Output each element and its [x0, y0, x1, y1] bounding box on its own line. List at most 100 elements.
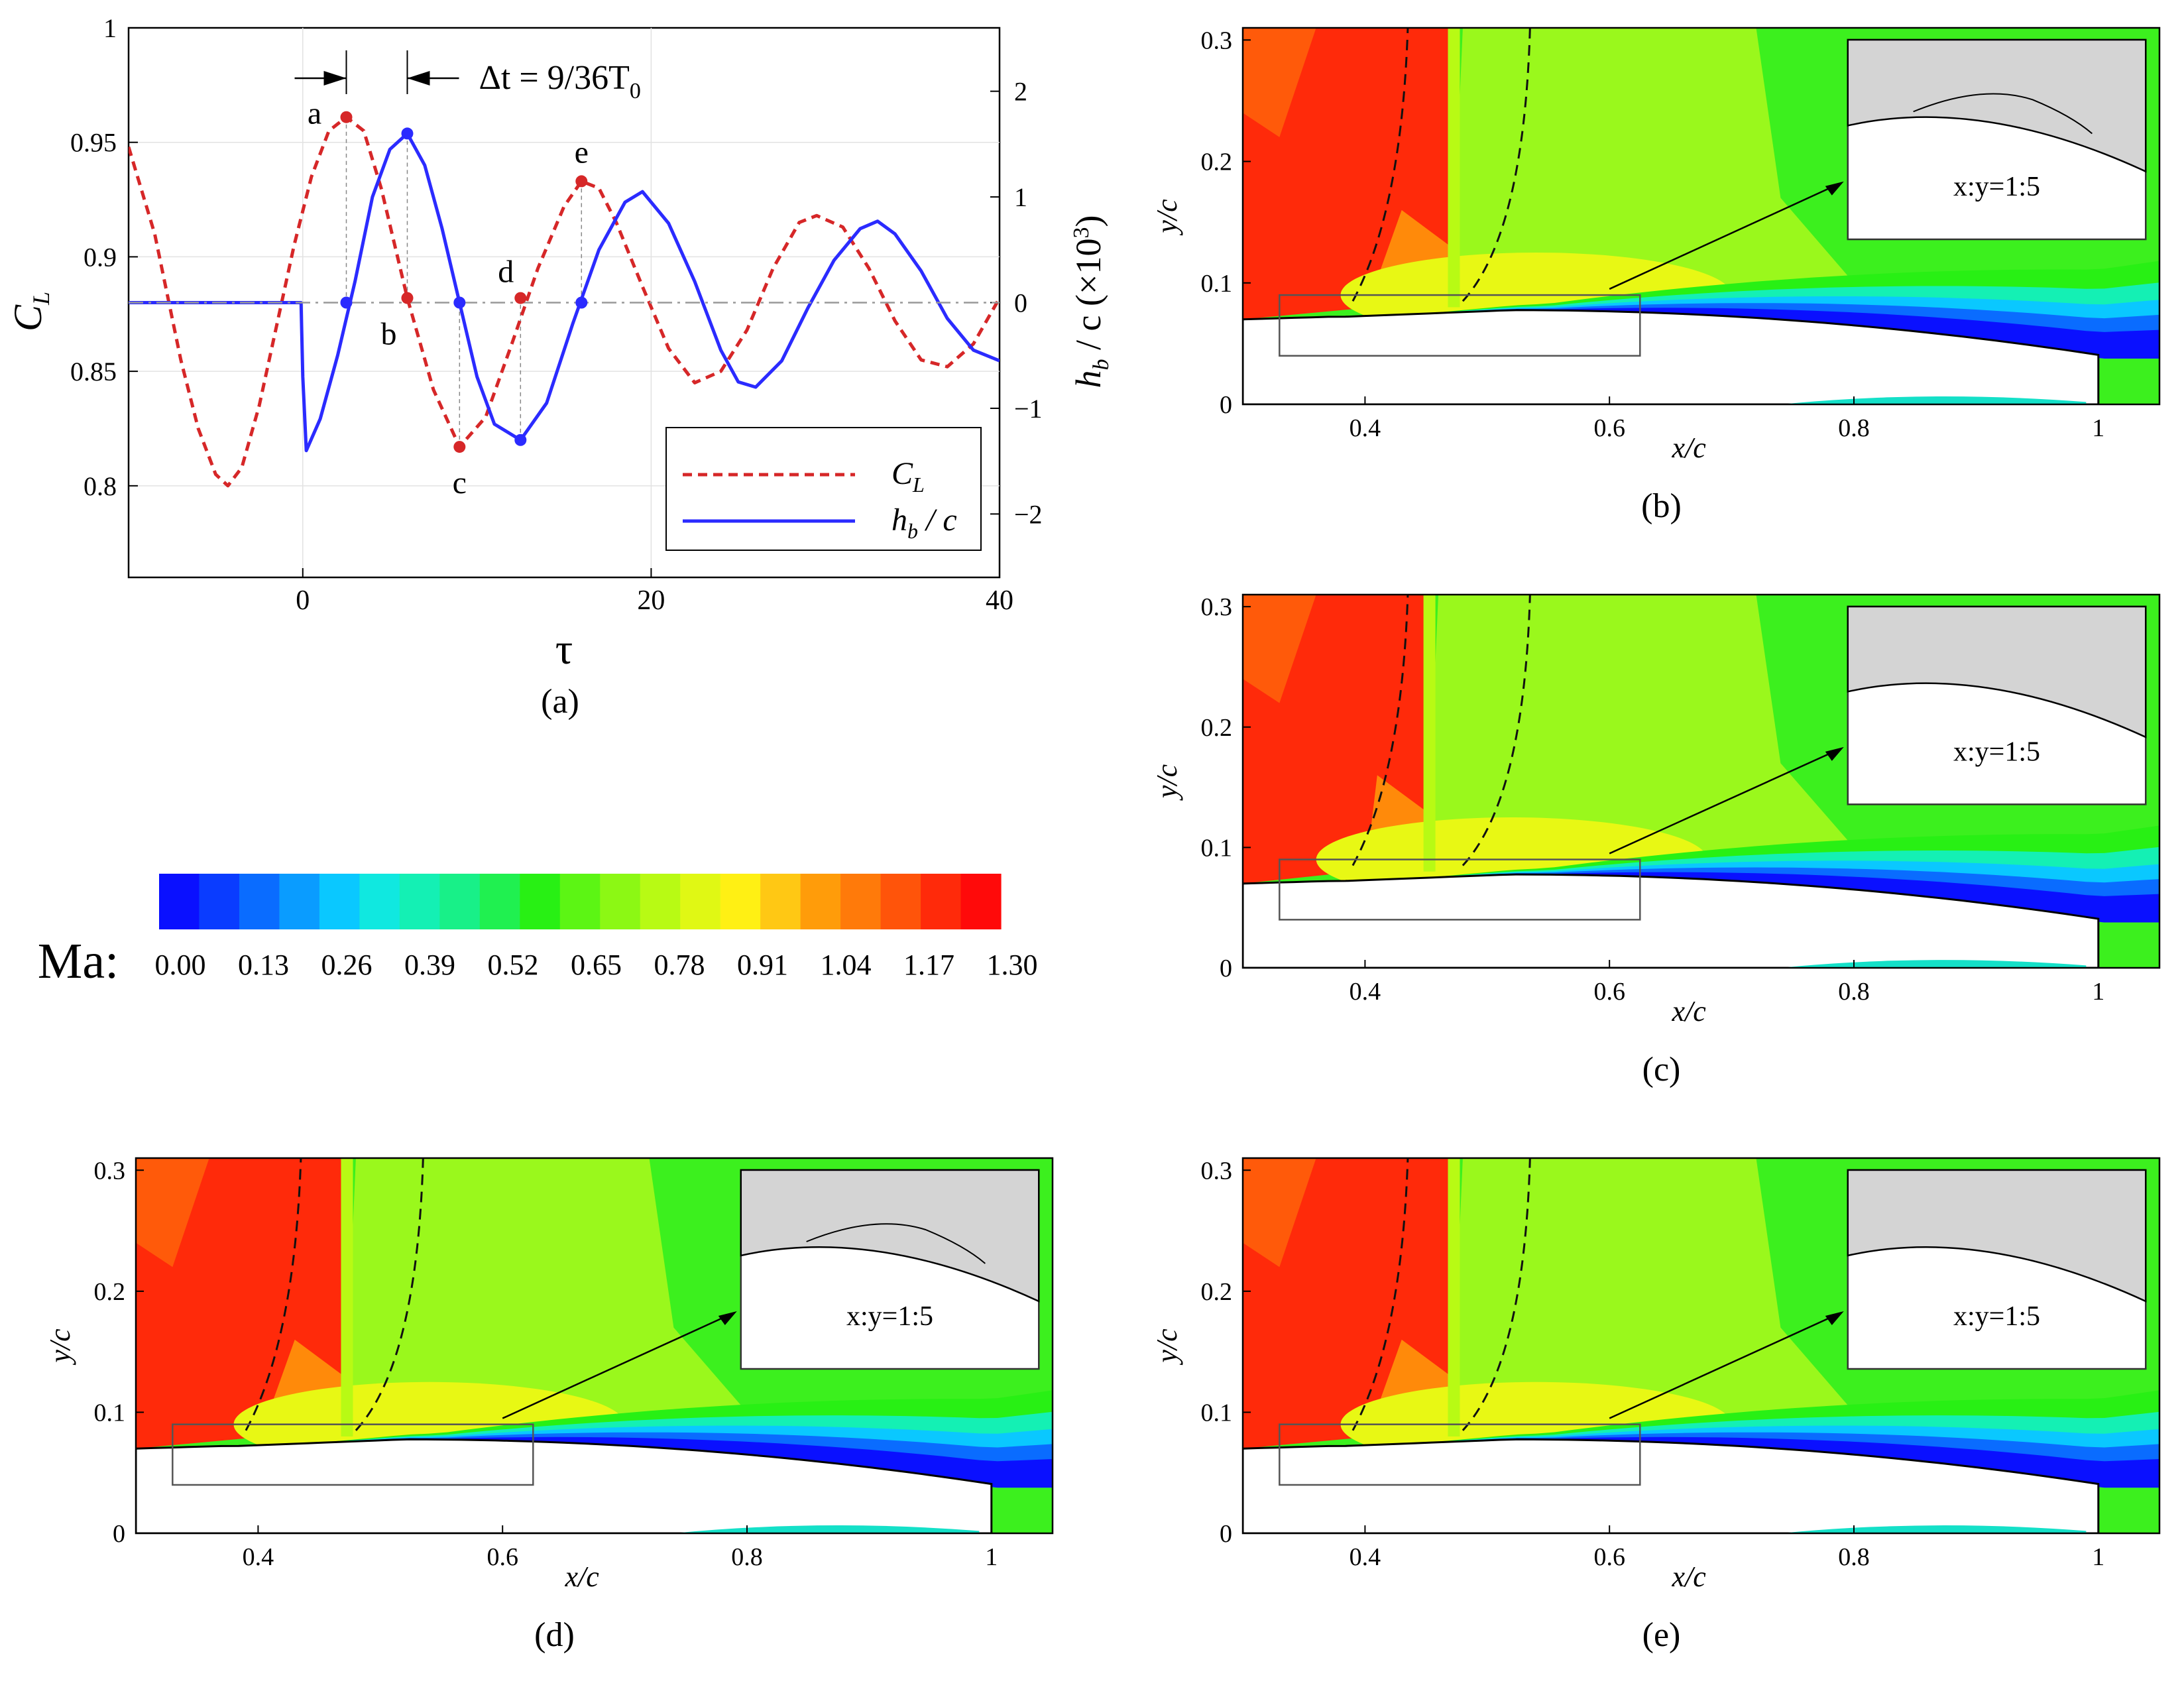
marker-label-a: a: [308, 96, 321, 131]
y-right-label-sub: b: [1089, 359, 1114, 370]
data-marker: [401, 292, 414, 304]
boundary-layer-band: [319, 1432, 1053, 1488]
boundary-layer-band: [1426, 308, 2159, 359]
dt-annotation: Δt = 9/36T0: [479, 59, 640, 103]
zoom-box: [172, 1423, 534, 1486]
colorbar-swatch: [800, 874, 841, 929]
panel-label: (e): [1642, 1616, 1681, 1654]
zoom-box: [1279, 1423, 1641, 1486]
inset-arrow: [1609, 748, 1841, 854]
sonic-line: [355, 1158, 424, 1431]
y-tick-label: 0: [1220, 1520, 1232, 1548]
x-tick-label: 1: [2092, 978, 2104, 1006]
inset-arrow: [1609, 1312, 1841, 1419]
sonic-line: [1462, 1158, 1531, 1431]
legend-box: [665, 427, 982, 551]
contour-field: [1243, 28, 2159, 404]
y-right-label-suffix: / c (×10: [1068, 239, 1108, 359]
colorbar-swatch: [159, 874, 200, 929]
y-tick-label: 0.3: [1201, 27, 1233, 54]
panel-b: x:y=1:5 0.4 0.6 0.8 1 0 0.1 0.2 0.3 x/c y/c (b): [1151, 27, 2161, 525]
colorbar-tick-label: 0.13: [238, 949, 289, 981]
sonic-line: [1351, 595, 1409, 866]
colorbar-tick-label: 1.04: [821, 949, 872, 981]
shock-layer: [341, 1158, 353, 1437]
legend-label: hb / c: [891, 502, 957, 543]
inset-surface: [1847, 1169, 2147, 1303]
x-tick-label: 1: [2092, 1543, 2104, 1571]
panel-d: x:y=1:5 0.4 0.6 0.8 1 0 0.1 0.2 0.3 x/c y/c (d): [44, 1157, 1054, 1654]
y-tick-label: 0.1: [1201, 1399, 1233, 1427]
y-tick-label: 0.3: [1201, 1157, 1233, 1185]
legend-label-sub: L: [912, 473, 925, 497]
legend-label-main: C: [891, 456, 913, 491]
y-right-tick-label: 1: [1014, 182, 1027, 212]
y-right-tick-label: 0: [1014, 288, 1027, 318]
colorbar-swatch: [279, 874, 320, 929]
colorbar-swatch: [760, 874, 801, 929]
x-tick-label: 20: [637, 585, 665, 616]
y-left-tick-label: 1: [103, 13, 117, 43]
series-c-l: [129, 115, 1000, 488]
y-tick-label: 0.2: [94, 1278, 126, 1306]
boundary-layer-band: [1426, 1432, 2159, 1488]
colorbar-tick-label: 0.91: [737, 949, 788, 981]
airfoil-body: [1243, 309, 2100, 404]
inset-scale-label: x:y=1:5: [1953, 1301, 2040, 1332]
airfoil-body: [1243, 873, 2100, 968]
y-tick-label: 0: [113, 1520, 125, 1548]
sonic-line: [1351, 28, 1409, 302]
y-right-axis-label: hb / c (×103): [1068, 215, 1114, 388]
y-tick-label: 0: [1220, 955, 1232, 982]
boundary-layer-band: [1426, 303, 2159, 359]
x-tick-label: 0.8: [1838, 414, 1870, 442]
inset-arrowhead: [1825, 746, 1844, 761]
colorbar-tick-label: 1.17: [903, 949, 954, 981]
inset-scale-label: x:y=1:5: [846, 1301, 933, 1332]
lower-surface-region: [1780, 960, 2087, 968]
y-right-label-main: h: [1068, 370, 1108, 388]
data-marker: [514, 292, 527, 304]
boundary-layer-band: [1426, 867, 2159, 923]
x-axis-label: x/c: [1672, 995, 1707, 1028]
x-axis-label: x/c: [1672, 432, 1707, 464]
y-tick-label: 0.2: [1201, 714, 1233, 742]
sonic-line: [245, 1158, 302, 1431]
colorbar-title: Ma:: [38, 933, 119, 989]
y-axis-label: y/c: [1151, 199, 1183, 236]
y-tick-label: 0.2: [1201, 1278, 1233, 1306]
y-tick-label: 0.3: [1201, 593, 1233, 621]
y-tick-label: 0.2: [1201, 148, 1233, 176]
inset-arrowhead: [718, 1311, 737, 1325]
panel-label: (c): [1642, 1051, 1681, 1088]
inset-deformed-surface: [806, 1223, 986, 1264]
x-tick-label: 1: [985, 1543, 998, 1571]
x-tick-label: 0.8: [1838, 978, 1870, 1006]
sonic-line: [1462, 595, 1531, 866]
y-tick-label: 0.1: [94, 1399, 126, 1427]
y-right-label-sup: 3: [1069, 227, 1094, 239]
dt-annotation-sub: 0: [630, 79, 641, 103]
sonic-line: [1351, 1158, 1409, 1431]
plot-frame: [1241, 1157, 2161, 1535]
panel-label-a: (a): [541, 683, 579, 721]
series-h-b-c: [129, 131, 1000, 453]
inset-deformed-surface: [1913, 93, 2093, 135]
marker-label-d: d: [498, 255, 514, 290]
x-tick-label: 0.6: [487, 1543, 518, 1571]
field-region-orange: [136, 1158, 209, 1267]
colorbar-swatch: [680, 874, 721, 929]
marker-label-e: e: [575, 135, 589, 170]
panel-label: (b): [1641, 487, 1682, 525]
plot-frame: [1241, 27, 2161, 406]
panel-e: x:y=1:5 0.4 0.6 0.8 1 0 0.1 0.2 0.3 x/c y/c (e): [1151, 1157, 2161, 1654]
inset-scale-label: x:y=1:5: [1953, 172, 2040, 202]
data-marker: [340, 111, 353, 123]
y-right-tick-label: 2: [1014, 77, 1027, 107]
plot-frame: [1241, 593, 2161, 969]
legend-label: CL: [891, 456, 925, 497]
contour-field: [136, 1158, 1053, 1533]
colorbar-swatch: [960, 874, 1002, 929]
x-tick-label: 40: [986, 585, 1013, 616]
